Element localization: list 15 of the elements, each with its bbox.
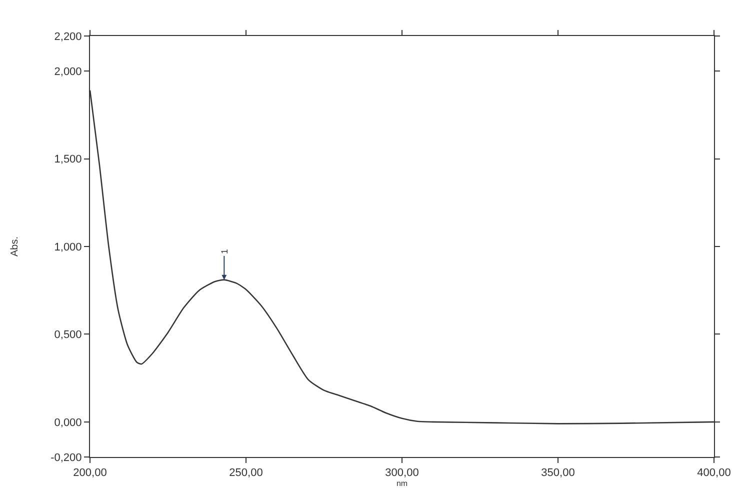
x-tick-label: 250,00 (229, 467, 263, 480)
y-axis-title: Abs. (10, 236, 21, 257)
x-tick-label: 300,00 (385, 467, 419, 480)
y-tick-label: 0,000 (54, 416, 82, 429)
x-tick-label: 400,00 (697, 467, 731, 480)
x-tick-label: 200,00 (73, 467, 107, 480)
y-tick-label: 1,500 (54, 154, 82, 166)
x-tick-label: 350,00 (541, 467, 575, 480)
annotation: 1 (219, 248, 230, 254)
y-tick-label: 2,000 (54, 66, 82, 78)
x-axis-title: nm (396, 479, 408, 488)
y-tick-label: 1,000 (54, 241, 82, 254)
y-tick-label: 2,200 (54, 30, 82, 43)
y-tick-label: 0,500 (54, 329, 82, 342)
y-tick-label: -0,200 (50, 452, 82, 464)
